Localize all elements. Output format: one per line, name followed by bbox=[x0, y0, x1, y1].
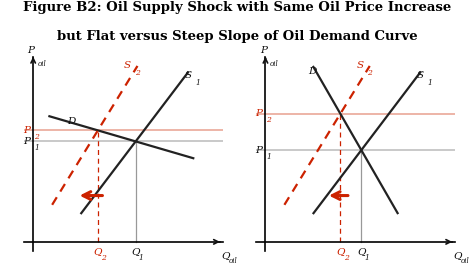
Text: 2: 2 bbox=[367, 69, 372, 77]
Text: oil: oil bbox=[228, 257, 237, 265]
Text: S: S bbox=[124, 62, 131, 70]
Text: 1: 1 bbox=[139, 254, 144, 262]
Text: Q: Q bbox=[131, 247, 140, 256]
Text: Q: Q bbox=[94, 247, 102, 256]
Text: 2: 2 bbox=[266, 116, 271, 124]
Text: 2: 2 bbox=[135, 69, 139, 77]
Text: Q: Q bbox=[336, 247, 345, 256]
Text: D: D bbox=[67, 117, 75, 126]
Text: 1: 1 bbox=[195, 79, 200, 87]
Text: P: P bbox=[255, 146, 263, 155]
Text: 1: 1 bbox=[34, 144, 39, 152]
Text: S: S bbox=[417, 71, 424, 80]
Text: 1: 1 bbox=[365, 254, 369, 262]
Text: 2: 2 bbox=[34, 133, 39, 141]
Text: P: P bbox=[23, 137, 30, 146]
Text: 2: 2 bbox=[344, 254, 348, 262]
Text: Figure B2: Oil Supply Shock with Same Oil Price Increase: Figure B2: Oil Supply Shock with Same Oi… bbox=[23, 1, 451, 14]
Text: Q: Q bbox=[357, 247, 365, 256]
Text: S: S bbox=[356, 62, 364, 70]
Text: oil: oil bbox=[461, 257, 469, 265]
Text: S: S bbox=[185, 71, 192, 80]
Text: 1: 1 bbox=[266, 153, 271, 161]
Text: P: P bbox=[255, 109, 263, 118]
Text: oil: oil bbox=[38, 60, 46, 68]
Text: but Flat versus Steep Slope of Oil Demand Curve: but Flat versus Steep Slope of Oil Deman… bbox=[57, 30, 417, 43]
Text: Q: Q bbox=[453, 251, 462, 260]
Text: Q: Q bbox=[221, 251, 229, 260]
Text: 1: 1 bbox=[428, 79, 432, 87]
Text: 2: 2 bbox=[101, 254, 106, 262]
Text: D: D bbox=[309, 67, 317, 76]
Text: P: P bbox=[260, 46, 267, 55]
Text: P: P bbox=[23, 126, 30, 135]
Text: oil: oil bbox=[270, 60, 279, 68]
Text: P: P bbox=[27, 46, 35, 55]
